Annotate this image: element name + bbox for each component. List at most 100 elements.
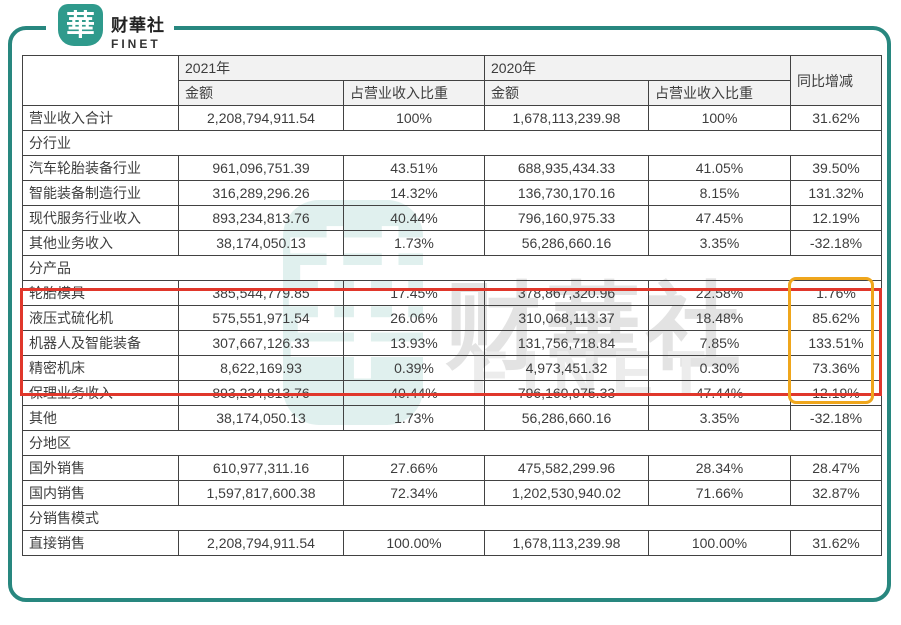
- cell-value: 310,068,113.37: [484, 305, 649, 331]
- cell-value: 893,234,813.76: [178, 205, 344, 231]
- table-row: 精密机床 8,622,169.93 0.39% 4,973,451.32 0.30% 73…: [22, 355, 882, 381]
- cell-value: 56,286,660.16: [484, 405, 649, 431]
- section-row: 分销售模式: [22, 505, 882, 531]
- row-label: 液压式硫化机: [22, 305, 179, 331]
- row-label: 直接销售: [22, 530, 179, 556]
- cell-value: 1,678,113,239.98: [484, 530, 649, 556]
- cell-value: 1,597,817,600.38: [178, 480, 344, 506]
- table-row: 其他业务收入 38,174,050.13 1.73% 56,286,660.16 3.3…: [22, 230, 882, 256]
- section-label: 分地区: [22, 430, 882, 456]
- cell-value: 3.35%: [648, 405, 791, 431]
- cell-value: 610,977,311.16: [178, 455, 344, 481]
- cell-value: 31.62%: [790, 530, 882, 556]
- row-label: 其他业务收入: [22, 230, 179, 256]
- cell-value: 41.05%: [648, 155, 791, 181]
- header-amount-2020: 金额: [484, 80, 649, 106]
- revenue-breakdown-table: 2021年 2020年 同比增减 金额 占营业收入比重 金额 占营业收入比重 营…: [22, 55, 882, 556]
- logo-name-cn: 财華社: [111, 16, 165, 35]
- table-row: 智能装备制造行业 316,289,296.26 14.32% 136,730,170.…: [22, 180, 882, 206]
- cell-value: 8,622,169.93: [178, 355, 344, 381]
- table-row: 直接销售 2,208,794,911.54 100.00% 1,678,113,239…: [22, 530, 882, 556]
- section-row: 分产品: [22, 255, 882, 281]
- cell-value: 100%: [648, 105, 791, 131]
- cell-value: 575,551,971.54: [178, 305, 344, 331]
- header-row-years: 2021年 2020年 同比增减: [22, 55, 882, 106]
- cell-value: 2,208,794,911.54: [178, 105, 344, 131]
- section-label: 分销售模式: [22, 505, 882, 531]
- cell-value: 688,935,434.33: [484, 155, 649, 181]
- section-row: 分地区: [22, 430, 882, 456]
- table-row: 其他 38,174,050.13 1.73% 56,286,660.16 3.35% -3…: [22, 405, 882, 431]
- cell-value: 28.47%: [790, 455, 882, 481]
- cell-value: 100.00%: [648, 530, 791, 556]
- cell-value: 0.39%: [343, 355, 485, 381]
- table-row: 现代服务行业收入 893,234,813.76 40.44% 796,160,975.…: [22, 205, 882, 231]
- cell-value: 1.73%: [343, 230, 485, 256]
- header-yoy: 同比增减: [790, 55, 882, 106]
- cell-value: 71.66%: [648, 480, 791, 506]
- header-ratio-2020: 占营业收入比重: [648, 80, 791, 106]
- table-row: 国外销售 610,977,311.16 27.66% 475,582,299.96 28…: [22, 455, 882, 481]
- cell-value: 133.51%: [790, 330, 882, 356]
- cell-value: 73.36%: [790, 355, 882, 381]
- header-year-2021: 2021年: [178, 55, 485, 81]
- cell-value: 378,867,320.96: [484, 280, 649, 306]
- row-label: 国外销售: [22, 455, 179, 481]
- row-label: 其他: [22, 405, 179, 431]
- header-blank-cell: [22, 55, 179, 106]
- table-row: 保理业务收入 893,234,813.76 40.44% 796,160,975.33…: [22, 380, 882, 406]
- cell-value: 893,234,813.76: [178, 380, 344, 406]
- row-label: 智能装备制造行业: [22, 180, 179, 206]
- cell-value: 1.73%: [343, 405, 485, 431]
- cell-value: 22.58%: [648, 280, 791, 306]
- cell-value: 40.44%: [343, 205, 485, 231]
- cell-value: 12.19%: [790, 380, 882, 406]
- cell-value: 56,286,660.16: [484, 230, 649, 256]
- cell-value: -32.18%: [790, 405, 882, 431]
- cell-value: 1,678,113,239.98: [484, 105, 649, 131]
- table-row: 轮胎模具 385,544,779.85 17.45% 378,867,320.96 22…: [22, 280, 882, 306]
- cell-value: 43.51%: [343, 155, 485, 181]
- cell-value: 316,289,296.26: [178, 180, 344, 206]
- table-row: 营业收入合计 2,208,794,911.54 100% 1,678,113,239.…: [22, 105, 882, 131]
- cell-value: 131,756,718.84: [484, 330, 649, 356]
- header-row-metrics: 金额 占营业收入比重 金额 占营业收入比重: [23, 80, 882, 106]
- row-label: 汽车轮胎装备行业: [22, 155, 179, 181]
- cell-value: 27.66%: [343, 455, 485, 481]
- cell-value: 796,160,975.33: [484, 205, 649, 231]
- cell-value: 40.44%: [343, 380, 485, 406]
- row-label: 现代服务行业收入: [22, 205, 179, 231]
- cell-value: 1,202,530,940.02: [484, 480, 649, 506]
- cell-value: 796,160,975.33: [484, 380, 649, 406]
- finet-logo: 華 财華社 FINET: [58, 4, 165, 51]
- row-label: 营业收入合计: [22, 105, 179, 131]
- cell-value: 3.35%: [648, 230, 791, 256]
- cell-value: 12.19%: [790, 205, 882, 231]
- cell-value: 17.45%: [343, 280, 485, 306]
- cell-value: 72.34%: [343, 480, 485, 506]
- cell-value: 131.32%: [790, 180, 882, 206]
- table-row: 国内销售 1,597,817,600.38 72.34% 1,202,530,940.…: [22, 480, 882, 506]
- section-label: 分行业: [22, 130, 882, 156]
- cell-value: 4,973,451.32: [484, 355, 649, 381]
- cell-value: 32.87%: [790, 480, 882, 506]
- table-row: 机器人及智能装备 307,667,126.33 13.93% 131,756,718.…: [22, 330, 882, 356]
- cell-value: 28.34%: [648, 455, 791, 481]
- row-label: 精密机床: [22, 355, 179, 381]
- cell-value: 39.50%: [790, 155, 882, 181]
- cell-value: 18.48%: [648, 305, 791, 331]
- cell-value: 26.06%: [343, 305, 485, 331]
- table-row: 液压式硫化机 575,551,971.54 26.06% 310,068,113.37…: [22, 305, 882, 331]
- cell-value: -32.18%: [790, 230, 882, 256]
- row-label: 保理业务收入: [22, 380, 179, 406]
- section-row: 分行业: [22, 130, 882, 156]
- logo-name-en: FINET: [111, 37, 161, 51]
- cell-value: 13.93%: [343, 330, 485, 356]
- cell-value: 38,174,050.13: [178, 230, 344, 256]
- cell-value: 1.76%: [790, 280, 882, 306]
- cell-value: 14.32%: [343, 180, 485, 206]
- cell-value: 0.30%: [648, 355, 791, 381]
- row-label: 国内销售: [22, 480, 179, 506]
- row-label: 机器人及智能装备: [22, 330, 179, 356]
- row-label: 轮胎模具: [22, 280, 179, 306]
